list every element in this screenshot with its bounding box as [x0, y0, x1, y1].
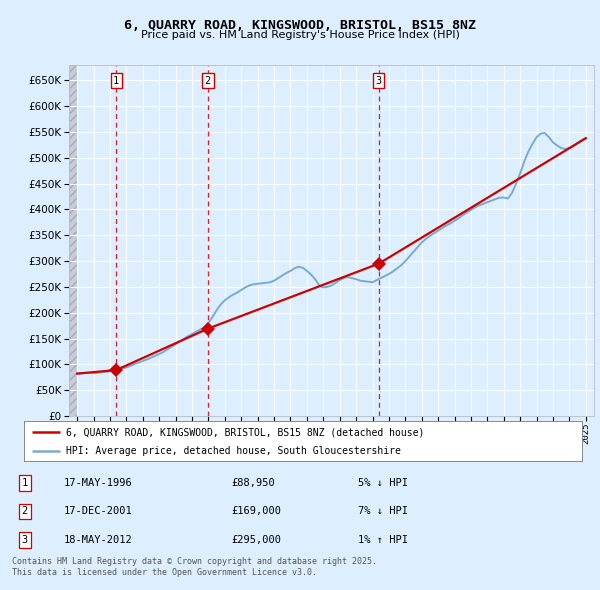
Text: This data is licensed under the Open Government Licence v3.0.: This data is licensed under the Open Gov…: [12, 568, 317, 577]
Text: 2: 2: [205, 76, 211, 86]
Text: 3: 3: [376, 76, 382, 86]
Text: 17-MAY-1996: 17-MAY-1996: [64, 478, 133, 488]
Text: £88,950: £88,950: [231, 478, 275, 488]
Text: 5% ↓ HPI: 5% ↓ HPI: [358, 478, 407, 488]
Text: Contains HM Land Registry data © Crown copyright and database right 2025.: Contains HM Land Registry data © Crown c…: [12, 558, 377, 566]
Text: 18-MAY-2012: 18-MAY-2012: [64, 535, 133, 545]
Text: HPI: Average price, detached house, South Gloucestershire: HPI: Average price, detached house, Sout…: [66, 445, 401, 455]
Text: 1: 1: [22, 478, 28, 488]
Text: 1: 1: [113, 76, 119, 86]
Text: 2: 2: [22, 506, 28, 516]
Text: 6, QUARRY ROAD, KINGSWOOD, BRISTOL, BS15 8NZ (detached house): 6, QUARRY ROAD, KINGSWOOD, BRISTOL, BS15…: [66, 427, 424, 437]
Text: 7% ↓ HPI: 7% ↓ HPI: [358, 506, 407, 516]
Text: 3: 3: [22, 535, 28, 545]
Text: 1% ↑ HPI: 1% ↑ HPI: [358, 535, 407, 545]
Text: Price paid vs. HM Land Registry's House Price Index (HPI): Price paid vs. HM Land Registry's House …: [140, 30, 460, 40]
Text: £169,000: £169,000: [231, 506, 281, 516]
Text: 17-DEC-2001: 17-DEC-2001: [64, 506, 133, 516]
Text: £295,000: £295,000: [231, 535, 281, 545]
Text: 6, QUARRY ROAD, KINGSWOOD, BRISTOL, BS15 8NZ: 6, QUARRY ROAD, KINGSWOOD, BRISTOL, BS15…: [124, 19, 476, 32]
